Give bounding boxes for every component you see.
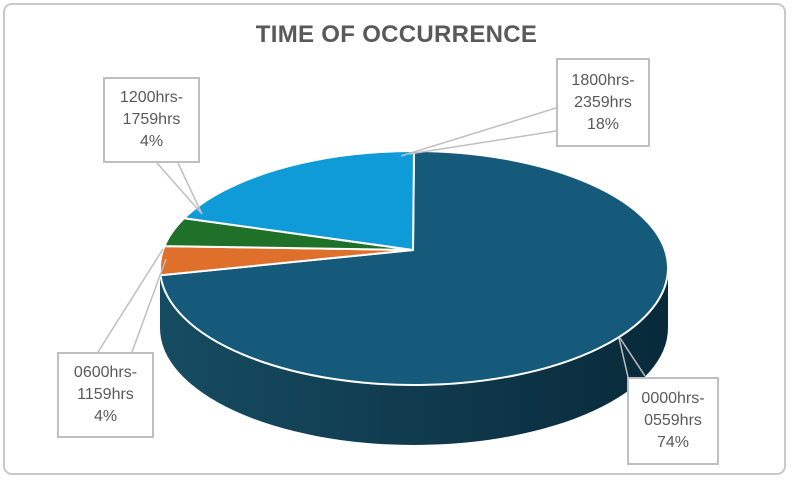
callout-line (177, 162, 203, 215)
data-label-line: 0600hrs- (73, 364, 138, 381)
pie-3d (159, 150, 670, 445)
data-label-line: 18% (586, 115, 620, 133)
callout-leader-lines (97, 107, 646, 378)
data-label-line: 1200hrs- (119, 89, 184, 106)
data-label-0600hrs-1159hrs: 0600hrs- 1159hrs 4% (57, 352, 154, 438)
pie-slice-0000hrs-0559hrs (159, 150, 670, 386)
data-label-line: 4% (139, 133, 164, 150)
data-label-line: 1159hrs (77, 386, 134, 403)
callout-line (97, 248, 164, 353)
callout-line (156, 162, 203, 215)
chart-title: TIME OF OCCURRENCE (255, 21, 538, 48)
data-label-line: 74% (656, 434, 690, 451)
pie-side (160, 268, 668, 445)
data-label-1200hrs-1759hrs: 1200hrs- 1759hrs 4% (103, 77, 200, 163)
data-label-line: 1759hrs (122, 111, 181, 128)
data-label-line: 0559hrs (644, 412, 702, 429)
callout-line (131, 258, 167, 353)
callout-line (408, 130, 557, 155)
data-label-line: 1800hrs- (571, 71, 635, 89)
data-label-line: 4% (93, 408, 118, 425)
data-label-1800hrs-2359hrs: 1800hrs- 2359hrs 18% (556, 58, 650, 147)
callout-line (400, 107, 557, 157)
callout-line (618, 337, 629, 378)
data-label-line: 0000hrs- (641, 390, 705, 407)
data-label-line: 2359hrs (574, 93, 632, 111)
data-label-0000hrs-0559hrs: 0000hrs- 0559hrs 74% (627, 377, 719, 465)
callout-line (619, 337, 646, 377)
